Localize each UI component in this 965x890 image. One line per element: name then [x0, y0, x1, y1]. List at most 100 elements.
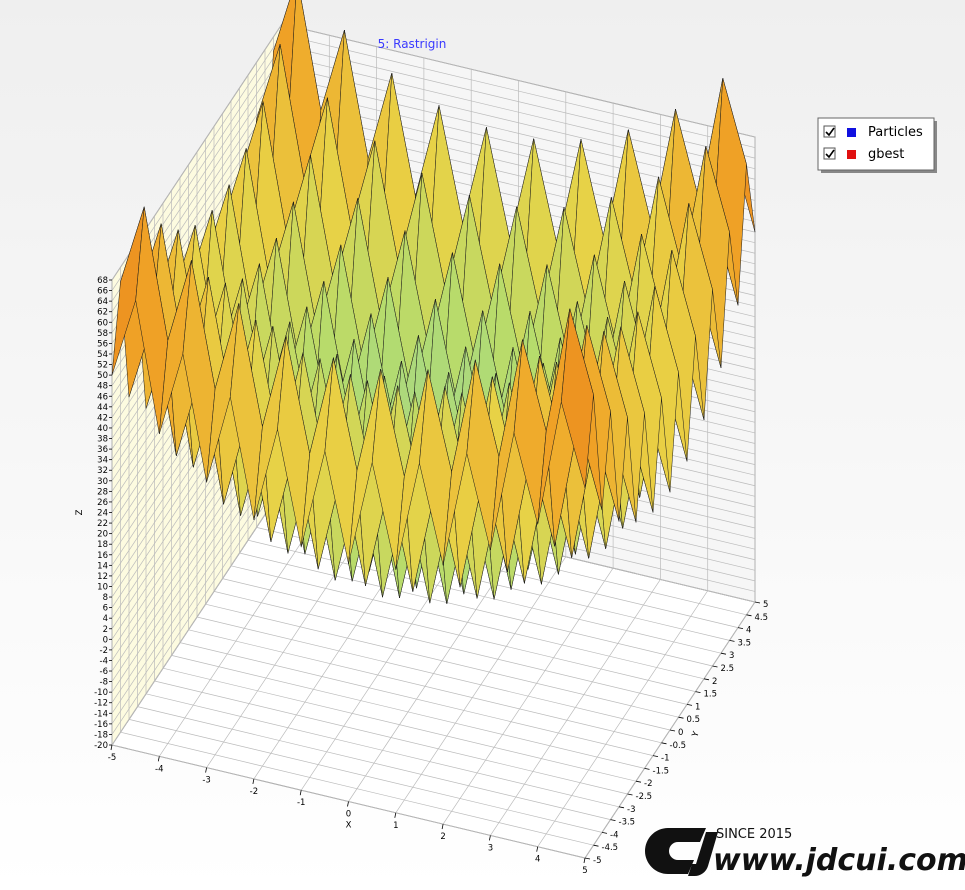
x-tick-label: -5	[108, 753, 116, 763]
z-tick-label: -4	[100, 656, 108, 666]
z-tick-label: 66	[97, 287, 108, 297]
y-tick-label: -3	[627, 805, 635, 815]
floor-grid-line	[179, 642, 654, 756]
y-tick-label: -0.5	[670, 741, 687, 751]
z-axis-label: Z	[75, 509, 85, 515]
floor-grid-line	[222, 578, 696, 692]
y-tick-mark	[712, 665, 718, 668]
legend: Particles gbest	[817, 117, 937, 173]
floor-grid-line	[154, 680, 628, 795]
y-tick-mark	[746, 614, 752, 617]
z-tick-label: 30	[97, 477, 108, 487]
y-tick-mark	[610, 819, 616, 821]
x-tick-mark	[347, 801, 349, 807]
z-tick-label: -2	[100, 646, 108, 656]
logo-c	[645, 828, 706, 874]
x-tick-label: 3	[488, 843, 493, 853]
z-tick-label: 4	[103, 614, 108, 624]
y-tick-mark	[635, 780, 642, 783]
surface-patch	[561, 308, 594, 489]
z-tick-label: 54	[97, 350, 108, 360]
legend-box	[817, 117, 935, 171]
legend-checkbox[interactable]	[823, 125, 836, 138]
y-tick-label: 4	[746, 626, 751, 636]
y-axis-label: Y	[690, 729, 702, 739]
z-tick-label: 40	[97, 424, 108, 434]
y-tick-label: -5	[593, 856, 601, 866]
x-tick-label: -1	[297, 798, 305, 808]
z-tick-label: 36	[97, 445, 108, 455]
z-tick-label: 2	[103, 625, 108, 635]
z-tick-label: 20	[97, 530, 108, 540]
z-tick-label: 24	[97, 509, 108, 519]
y-tick-label: 3.5	[738, 638, 752, 648]
y-tick-mark	[686, 704, 693, 706]
z-tick-label: 28	[97, 487, 108, 497]
y-tick-label: 1	[695, 702, 700, 712]
y-tick-mark	[703, 678, 710, 681]
z-tick-label: 14	[97, 561, 108, 571]
left-grid-line	[111, 488, 283, 746]
z-tick-label: -12	[94, 699, 108, 709]
z-tick-label: 18	[97, 540, 108, 550]
z-tick-label: 52	[97, 361, 108, 371]
x-tick-mark	[394, 812, 397, 818]
z-tick-label: 46	[97, 392, 108, 402]
legend-label: gbest	[868, 147, 904, 162]
y-tick-label: -4.5	[602, 843, 619, 853]
z-tick-label: -20	[94, 741, 108, 751]
x-tick-mark	[110, 744, 113, 751]
y-tick-mark	[644, 768, 650, 770]
y-tick-mark	[737, 627, 744, 629]
x-tick-mark	[583, 857, 586, 864]
y-tick-mark	[601, 832, 608, 834]
z-tick-label: 8	[103, 593, 108, 603]
legend-check[interactable]	[825, 127, 835, 137]
x-tick-label: 4	[535, 855, 540, 865]
z-tick-label: -8	[100, 678, 108, 688]
z-tick-label: 48	[97, 382, 108, 392]
surface	[111, 0, 756, 605]
x-tick-mark	[536, 846, 539, 852]
x-tick-label: 0	[346, 810, 351, 820]
z-tick-label: 0	[103, 635, 108, 645]
y-tick-label: 2	[712, 677, 717, 687]
y-tick-mark	[627, 793, 633, 796]
floor-grid-line	[213, 591, 688, 705]
z-tick-label: 34	[97, 456, 108, 466]
x-tick-mark	[441, 824, 444, 830]
x-tick-label: 2	[440, 832, 445, 842]
floor-grid-line	[247, 539, 722, 654]
watermark: SINCE 2015 www.jdcui.com	[645, 827, 965, 878]
x-tick-mark	[489, 835, 491, 841]
x-tick-mark	[252, 778, 255, 784]
z-tick-label: 42	[97, 413, 108, 423]
floor-grid-line	[196, 616, 671, 731]
legend-check[interactable]	[825, 149, 835, 159]
z-tick-label: 16	[97, 551, 108, 561]
legend-label: Particles	[868, 125, 923, 140]
y-tick-mark	[618, 806, 625, 809]
x-tick-label: -4	[155, 764, 163, 774]
x-tick-label: 1	[393, 821, 398, 831]
floor-grid-line	[171, 655, 645, 769]
x-tick-label: -3	[202, 776, 210, 786]
logo-j	[688, 832, 718, 877]
floor-grid-line	[128, 719, 603, 833]
floor-grid-line	[145, 693, 620, 808]
y-tick-label: -1	[661, 754, 669, 764]
z-tick-label: 68	[97, 276, 108, 286]
x-tick-label: -2	[250, 787, 258, 797]
z-tick-label: 62	[97, 308, 108, 318]
axes: -20-18-16-14-12-10-8-6-4-202468101214161…	[75, 276, 768, 876]
z-tick-label: 38	[97, 435, 108, 445]
y-tick-label: -2.5	[636, 792, 653, 802]
x-tick-mark	[299, 790, 302, 796]
legend-checkbox[interactable]	[823, 147, 836, 160]
z-tick-label: -18	[94, 730, 108, 740]
y-tick-mark	[669, 729, 676, 732]
x-tick-mark	[205, 767, 207, 773]
y-tick-label: -3.5	[619, 818, 636, 828]
y-tick-mark	[754, 601, 761, 604]
